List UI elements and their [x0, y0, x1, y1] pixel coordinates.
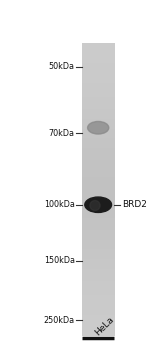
- Text: 250kDa: 250kDa: [44, 316, 75, 325]
- Ellipse shape: [85, 197, 112, 212]
- Text: BRD2: BRD2: [122, 200, 146, 209]
- Text: 50kDa: 50kDa: [49, 62, 75, 71]
- Text: 150kDa: 150kDa: [44, 256, 75, 265]
- Text: 70kDa: 70kDa: [49, 128, 75, 138]
- Text: HeLa: HeLa: [93, 315, 116, 338]
- Ellipse shape: [88, 121, 109, 134]
- Ellipse shape: [90, 201, 100, 211]
- Text: 100kDa: 100kDa: [44, 200, 75, 209]
